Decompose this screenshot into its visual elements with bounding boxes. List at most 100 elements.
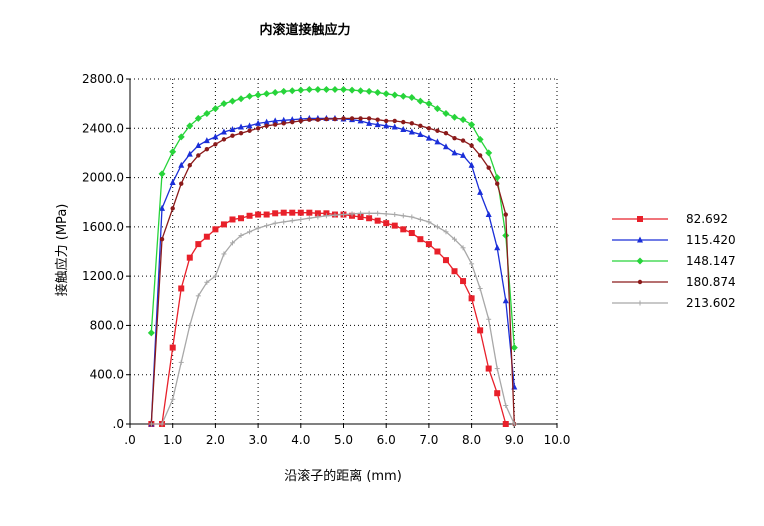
data-point (272, 117, 279, 124)
data-point (375, 210, 381, 216)
data-point (511, 421, 517, 427)
data-point (374, 217, 381, 224)
data-point (408, 128, 415, 135)
series-4 (149, 116, 517, 427)
data-point (177, 133, 185, 141)
data-point (460, 278, 467, 285)
data-point (315, 117, 321, 122)
data-point (297, 86, 305, 94)
data-point (451, 113, 459, 121)
data-point (382, 90, 390, 98)
y-tick-label: 400.0 (90, 368, 124, 382)
data-point (383, 220, 390, 227)
y-tick-label: 1600.0 (82, 220, 124, 234)
x-tick-label: 7.0 (419, 433, 438, 447)
data-point (485, 211, 492, 218)
data-point (322, 85, 330, 93)
legend-marker (637, 300, 643, 306)
series-line (150, 88, 515, 348)
data-point (503, 403, 509, 409)
data-point (323, 213, 329, 219)
data-point (451, 149, 458, 156)
data-point (391, 91, 399, 99)
data-point (255, 119, 262, 126)
series-1 (148, 209, 509, 427)
data-point (391, 123, 398, 130)
data-point (280, 87, 288, 95)
data-point (434, 248, 441, 255)
x-tick-label: 4.0 (291, 433, 310, 447)
data-point (187, 163, 192, 168)
data-point (468, 295, 475, 302)
data-point (417, 216, 423, 222)
data-point (358, 210, 364, 216)
data-point (298, 118, 303, 124)
data-point (238, 232, 244, 238)
data-point (281, 219, 287, 225)
data-point (246, 212, 253, 219)
data-point (297, 209, 304, 216)
data-point (324, 116, 329, 122)
x-tick-label: 10.0 (544, 433, 571, 447)
data-point (433, 105, 441, 113)
data-point (358, 116, 363, 121)
data-point (229, 240, 235, 246)
data-point (195, 293, 201, 299)
y-axis-label: 接触应力 (MPa) (54, 204, 70, 297)
data-point (477, 153, 483, 158)
data-point (169, 179, 176, 185)
data-point (494, 366, 500, 372)
legend-label: 180.874 (686, 275, 736, 289)
data-point (349, 211, 355, 217)
data-point (186, 122, 194, 130)
data-point (314, 85, 322, 93)
legend: 82.692 115.420 148.147 180.874 213.602 (612, 212, 736, 310)
data-point (263, 118, 270, 125)
data-point (485, 149, 493, 157)
x-tick-label: 1.0 (163, 433, 182, 447)
data-point (305, 85, 313, 93)
data-point (442, 110, 450, 117)
data-point (434, 224, 440, 230)
data-point (307, 117, 312, 122)
data-point (263, 211, 270, 218)
data-point (408, 93, 416, 101)
data-point (195, 142, 202, 149)
data-point (434, 138, 441, 145)
data-point (196, 153, 201, 158)
data-point (510, 344, 518, 352)
data-point (247, 229, 253, 235)
x-tick-label: 6.0 (377, 433, 396, 447)
data-point (306, 209, 313, 216)
data-point (451, 268, 458, 275)
data-point (246, 122, 253, 129)
data-point (502, 231, 510, 239)
legend-item-4: 180.874 (612, 275, 736, 289)
data-point (417, 130, 424, 137)
data-point (220, 221, 227, 228)
data-point (400, 126, 407, 133)
series-line (150, 117, 515, 425)
data-point (212, 226, 219, 233)
data-point (221, 137, 227, 142)
data-point (280, 116, 287, 123)
data-point (264, 223, 270, 229)
data-point (254, 91, 262, 99)
data-point (374, 121, 381, 128)
data-point (229, 126, 236, 133)
data-point (400, 213, 406, 219)
data-point (247, 128, 252, 133)
data-point (366, 210, 372, 216)
data-point (170, 396, 176, 402)
data-point (469, 143, 474, 148)
data-point (220, 100, 228, 108)
data-point (228, 97, 236, 105)
data-point (255, 211, 262, 218)
x-axis-label: 沿滚子的距离 (mm) (284, 468, 402, 484)
data-point (187, 322, 193, 328)
data-point (341, 116, 346, 121)
data-point (281, 121, 286, 126)
data-point (332, 212, 338, 218)
data-point (170, 206, 175, 211)
data-point (211, 105, 219, 113)
